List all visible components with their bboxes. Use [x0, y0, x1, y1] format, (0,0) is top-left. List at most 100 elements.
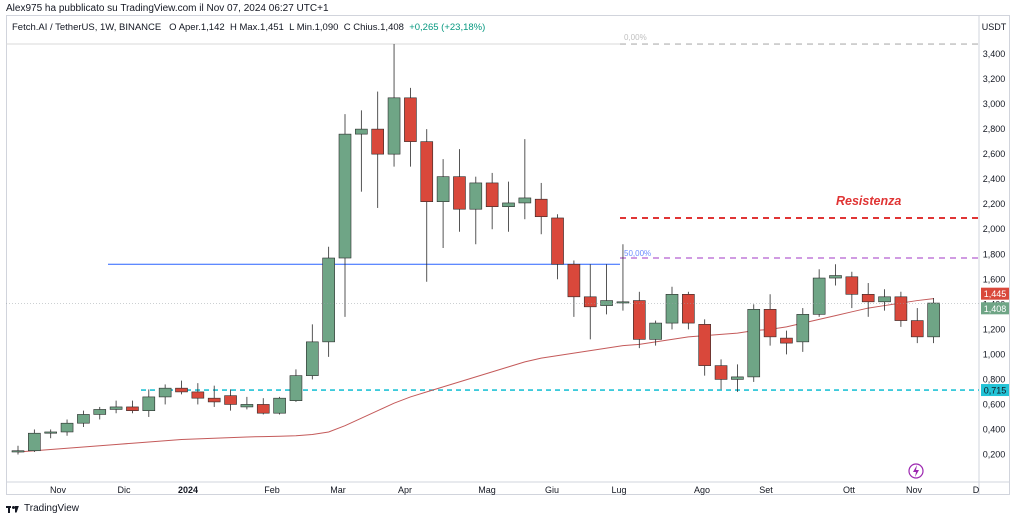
- resistance-label: Resistenza: [836, 194, 901, 208]
- candle-down: [780, 337, 793, 344]
- candle-down: [191, 391, 205, 399]
- candle-up: [322, 257, 335, 343]
- candle-up: [812, 277, 826, 315]
- low-label: L: [289, 22, 295, 33]
- candle-up: [109, 406, 123, 410]
- open-value: Aper.1,142: [178, 22, 225, 33]
- candle-down: [207, 397, 221, 403]
- low-value: Min.1,090: [296, 22, 339, 33]
- candle-up: [649, 322, 662, 340]
- fib-50-label: 50,00%: [624, 249, 651, 258]
- x-tick-label: Nov: [906, 485, 923, 495]
- publisher-line: Alex975 ha pubblicato su TradingView.com…: [6, 3, 329, 14]
- y-tick-label: 2,400: [983, 174, 1006, 184]
- y-tick-label: 0,600: [983, 399, 1006, 409]
- candle-down: [698, 324, 712, 366]
- candle-up: [60, 422, 74, 433]
- x-tick-label: Mar: [330, 485, 346, 495]
- candle-up: [731, 376, 744, 380]
- candle-down: [175, 387, 188, 393]
- y-tick-label: 0,200: [983, 449, 1006, 459]
- x-tick-label: 2024: [178, 485, 198, 495]
- candle-up: [878, 296, 891, 303]
- x-tick-label: Feb: [264, 485, 280, 495]
- candle-down: [224, 395, 237, 405]
- candle-down: [894, 296, 908, 321]
- candle-up: [11, 450, 25, 453]
- symbol-title[interactable]: Fetch.AI / TetherUS, 1W, BINANCE: [12, 22, 162, 33]
- candle-up: [355, 128, 368, 135]
- open-label: O: [169, 22, 177, 33]
- candle-up: [305, 341, 319, 376]
- candle-down: [453, 176, 466, 210]
- y-tick-label: 1,200: [983, 324, 1006, 334]
- candle-down: [682, 294, 695, 324]
- candle-up: [289, 375, 303, 401]
- price-tag: [981, 302, 1009, 315]
- symbol-legend: Fetch.AI / TetherUS, 1W, BINANCE O Aper.…: [12, 22, 485, 33]
- x-tick-label: Set: [759, 485, 773, 495]
- candle-up: [93, 409, 107, 415]
- high-value: Max.1,451: [239, 22, 284, 33]
- y-tick-label: 3,000: [983, 99, 1006, 109]
- x-tick-label: Dic: [118, 485, 131, 495]
- candle-down: [632, 300, 646, 340]
- candle-up: [77, 414, 90, 424]
- candle-up: [387, 97, 401, 155]
- candle-down: [567, 263, 581, 298]
- x-tick-label: Ott: [843, 485, 856, 495]
- currency-label: USDT: [982, 22, 1007, 32]
- candle-down: [256, 404, 270, 414]
- candle-up: [338, 133, 352, 259]
- x-tick-label: Lug: [611, 485, 626, 495]
- y-tick-label: 1,800: [983, 249, 1006, 259]
- y-tick-label: 2,800: [983, 124, 1006, 134]
- candle-down: [485, 182, 499, 208]
- candle-up: [747, 309, 761, 378]
- close-label: C: [343, 22, 351, 33]
- candle-up: [240, 404, 254, 408]
- y-tick-label: 1,600: [983, 274, 1006, 284]
- candle-down: [534, 198, 548, 218]
- candle-up: [502, 202, 515, 208]
- x-tick-label: Nov: [50, 485, 67, 495]
- candle-down: [404, 97, 417, 142]
- footer: TradingView: [6, 503, 79, 514]
- change-value: +0,265 (+23,18%): [409, 22, 486, 33]
- x-tick-label: Ago: [694, 485, 710, 495]
- support-price-tag: [981, 384, 1009, 397]
- tradingview-logo-icon: [6, 504, 20, 514]
- high-label: H: [229, 22, 237, 33]
- support-price-tag-label: 0,715: [984, 386, 1007, 396]
- candle-down: [126, 406, 139, 411]
- candle-down: [551, 217, 564, 265]
- candle-up: [796, 314, 810, 343]
- candle-up: [518, 197, 532, 204]
- y-tick-label: 0,800: [983, 374, 1006, 384]
- candle-down: [861, 294, 875, 303]
- candle-up: [44, 431, 58, 434]
- x-tick-label: D: [973, 485, 980, 495]
- candle-up: [600, 300, 613, 306]
- candle-down: [845, 276, 859, 295]
- x-tick-label: Mag: [478, 485, 496, 495]
- candlestick-chart[interactable]: USDT 3,400 3,200 3,000 2,800 2,600 2,400 2,200 2…: [6, 15, 1010, 495]
- candle-up: [142, 396, 156, 411]
- candle-down: [763, 309, 777, 338]
- candle-down: [371, 128, 385, 155]
- candle-up: [469, 182, 483, 210]
- candle-up: [829, 275, 842, 279]
- candle-down: [583, 296, 597, 308]
- x-tick-label: Apr: [398, 485, 412, 495]
- y-tick-label: 1,000: [983, 349, 1006, 359]
- chart-frame: [6, 15, 1010, 495]
- y-tick-label: 2,200: [983, 199, 1006, 209]
- price-tag-label: 1,408: [984, 304, 1007, 314]
- candle-up: [665, 294, 679, 324]
- candle-down: [714, 365, 728, 380]
- brand-name[interactable]: TradingView: [24, 503, 80, 514]
- candle-up: [436, 176, 450, 202]
- y-tick-label: 3,400: [983, 49, 1006, 59]
- candle-up: [158, 387, 172, 398]
- x-tick-label: Giu: [545, 485, 559, 495]
